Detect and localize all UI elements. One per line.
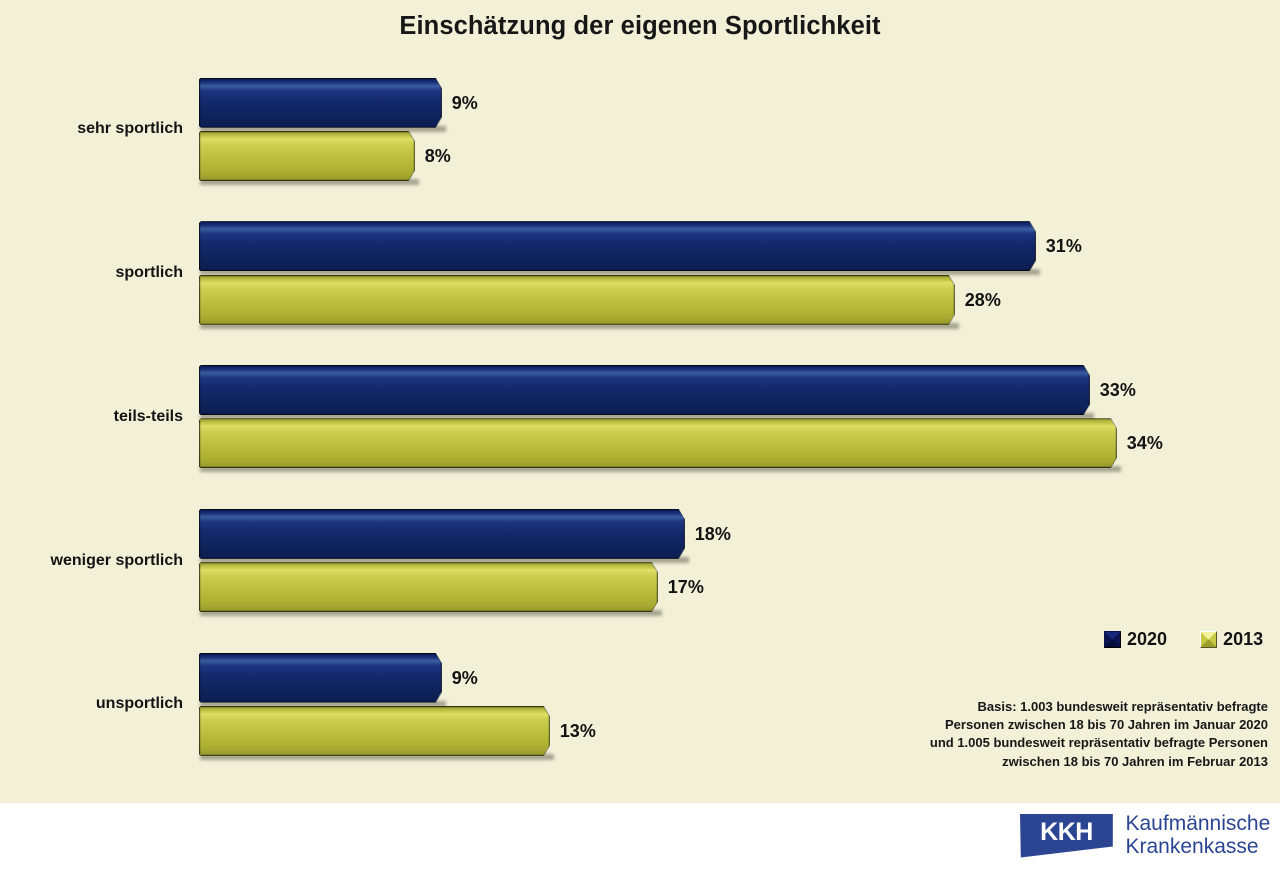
svg-text:KKH: KKH: [1040, 818, 1093, 846]
